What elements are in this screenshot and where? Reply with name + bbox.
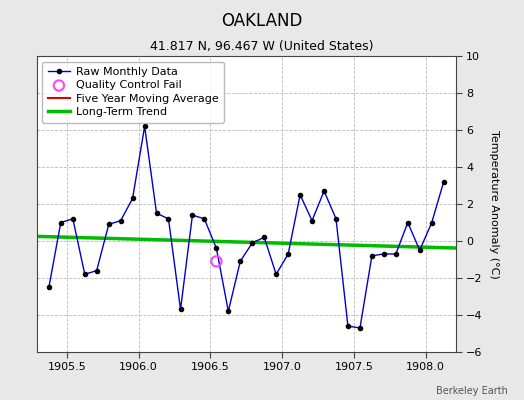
Legend: Raw Monthly Data, Quality Control Fail, Five Year Moving Average, Long-Term Tren: Raw Monthly Data, Quality Control Fail, … <box>42 62 224 123</box>
Quality Control Fail <box>212 258 221 264</box>
Raw Monthly Data <box>154 211 160 216</box>
Raw Monthly Data <box>189 213 195 218</box>
Raw Monthly Data <box>166 216 172 221</box>
Raw Monthly Data <box>237 259 243 264</box>
Text: Berkeley Earth: Berkeley Earth <box>436 386 508 396</box>
Y-axis label: Temperature Anomaly (°C): Temperature Anomaly (°C) <box>489 130 499 278</box>
Raw Monthly Data <box>417 248 423 253</box>
Raw Monthly Data <box>441 179 447 184</box>
Raw Monthly Data <box>141 124 148 129</box>
Text: 41.817 N, 96.467 W (United States): 41.817 N, 96.467 W (United States) <box>150 40 374 53</box>
Raw Monthly Data <box>58 220 64 225</box>
Raw Monthly Data <box>249 240 256 245</box>
Raw Monthly Data <box>213 246 220 251</box>
Raw Monthly Data <box>129 196 136 201</box>
Raw Monthly Data <box>357 326 363 330</box>
Raw Monthly Data <box>117 218 124 223</box>
Raw Monthly Data <box>429 220 435 225</box>
Line: Raw Monthly Data: Raw Monthly Data <box>47 124 446 330</box>
Raw Monthly Data <box>369 254 375 258</box>
Raw Monthly Data <box>178 307 184 312</box>
Raw Monthly Data <box>82 272 88 277</box>
Raw Monthly Data <box>297 192 303 197</box>
Raw Monthly Data <box>321 189 327 194</box>
Raw Monthly Data <box>225 309 232 314</box>
Raw Monthly Data <box>106 222 112 227</box>
Raw Monthly Data <box>380 252 387 256</box>
Raw Monthly Data <box>70 216 76 221</box>
Raw Monthly Data <box>333 216 339 221</box>
Raw Monthly Data <box>392 252 399 256</box>
Raw Monthly Data <box>201 216 208 221</box>
Text: OAKLAND: OAKLAND <box>221 12 303 30</box>
Raw Monthly Data <box>345 324 351 328</box>
Raw Monthly Data <box>273 272 279 277</box>
Raw Monthly Data <box>46 285 52 290</box>
Raw Monthly Data <box>261 235 267 240</box>
Raw Monthly Data <box>405 220 411 225</box>
Raw Monthly Data <box>94 268 100 273</box>
Raw Monthly Data <box>309 218 315 223</box>
Raw Monthly Data <box>285 252 291 256</box>
